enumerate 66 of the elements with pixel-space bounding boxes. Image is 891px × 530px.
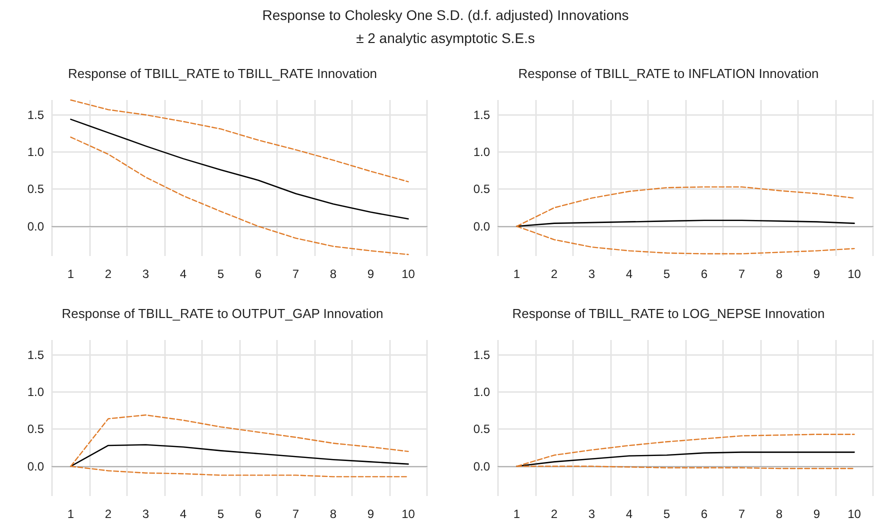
y-tick-label: 0.0 [473,459,490,474]
y-tick-label: 1.0 [27,145,44,159]
y-tick-label: 0.0 [27,219,44,234]
x-tick-label: 6 [254,507,262,521]
x-tick-label: 8 [330,267,337,281]
x-tick-label: 1 [513,507,520,521]
y-tick-label: 1.0 [473,145,490,159]
x-tick-label: 1 [67,267,74,281]
x-tick-label: 9 [813,267,820,281]
text: Response to Cholesky One S.D. (d.f. adjusted) Innovations [261,6,630,25]
x-tick-label: 5 [663,507,670,521]
y-tick-label: 1.0 [473,385,490,399]
x-tick-label: 4 [180,507,187,521]
x-tick-label: 10 [848,267,862,281]
x-tick-label: 9 [367,507,374,521]
x-tick-label: 5 [663,267,670,281]
x-tick-label: 6 [700,507,708,521]
x-tick-label: 9 [367,267,374,281]
y-tick-label: 0.5 [27,182,44,196]
x-tick-label: 3 [142,507,150,521]
x-tick-label: 7 [292,507,300,521]
line-series [70,99,409,182]
x-tick-label: 4 [626,267,633,281]
text: ± 2 analytic asymptotic S.E.s [355,29,536,48]
x-tick-label: 8 [776,507,783,521]
y-tick-label: 1.0 [27,385,44,399]
x-tick-label: 3 [142,267,150,281]
x-tick-label: 4 [626,507,633,521]
x-tick-label: 6 [700,267,708,281]
line-series [70,136,409,256]
chart-title: Response of TBILL_RATE to OUTPUT_GAP Innovation [62,306,384,321]
x-tick-label: 3 [588,267,596,281]
x-tick-label: 7 [738,507,746,521]
y-tick-label: 0.5 [473,182,490,196]
y-tick-label: 1.5 [27,108,44,122]
x-tick-label: 9 [813,507,820,521]
chart-title: Response of TBILL_RATE to TBILL_RATE Innovation [68,66,378,81]
y-tick-label: 0.5 [473,422,490,436]
x-tick-label: 6 [254,267,262,281]
line-series [70,444,409,467]
x-tick-label: 3 [588,507,596,521]
y-tick-label: 1.5 [473,108,490,122]
x-tick-label: 2 [550,507,558,521]
x-tick-label: 7 [292,267,300,281]
y-tick-label: 0.0 [473,219,490,234]
x-tick-label: 5 [217,267,224,281]
x-tick-label: 7 [738,267,746,281]
x-tick-label: 2 [104,507,112,521]
x-tick-label: 1 [67,507,74,521]
x-tick-label: 5 [217,507,224,521]
x-tick-label: 2 [104,267,112,281]
x-tick-label: 2 [550,267,558,281]
y-tick-label: 0.5 [27,422,44,436]
x-tick-label: 10 [848,507,862,521]
line-series [70,118,409,220]
chart-title: Response of TBILL_RATE to INFLATION Innovation [518,66,819,81]
x-tick-label: 8 [776,267,783,281]
y-tick-label: 0.0 [27,459,44,474]
x-tick-label: 1 [513,267,520,281]
x-tick-label: 8 [330,507,337,521]
x-tick-label: 10 [402,507,416,521]
x-tick-label: 4 [180,267,187,281]
x-tick-label: 10 [402,267,416,281]
y-tick-label: 1.5 [27,348,44,362]
chart-title: Response of TBILL_RATE to LOG_NEPSE Innovation [512,306,825,321]
y-tick-label: 1.5 [473,348,490,362]
